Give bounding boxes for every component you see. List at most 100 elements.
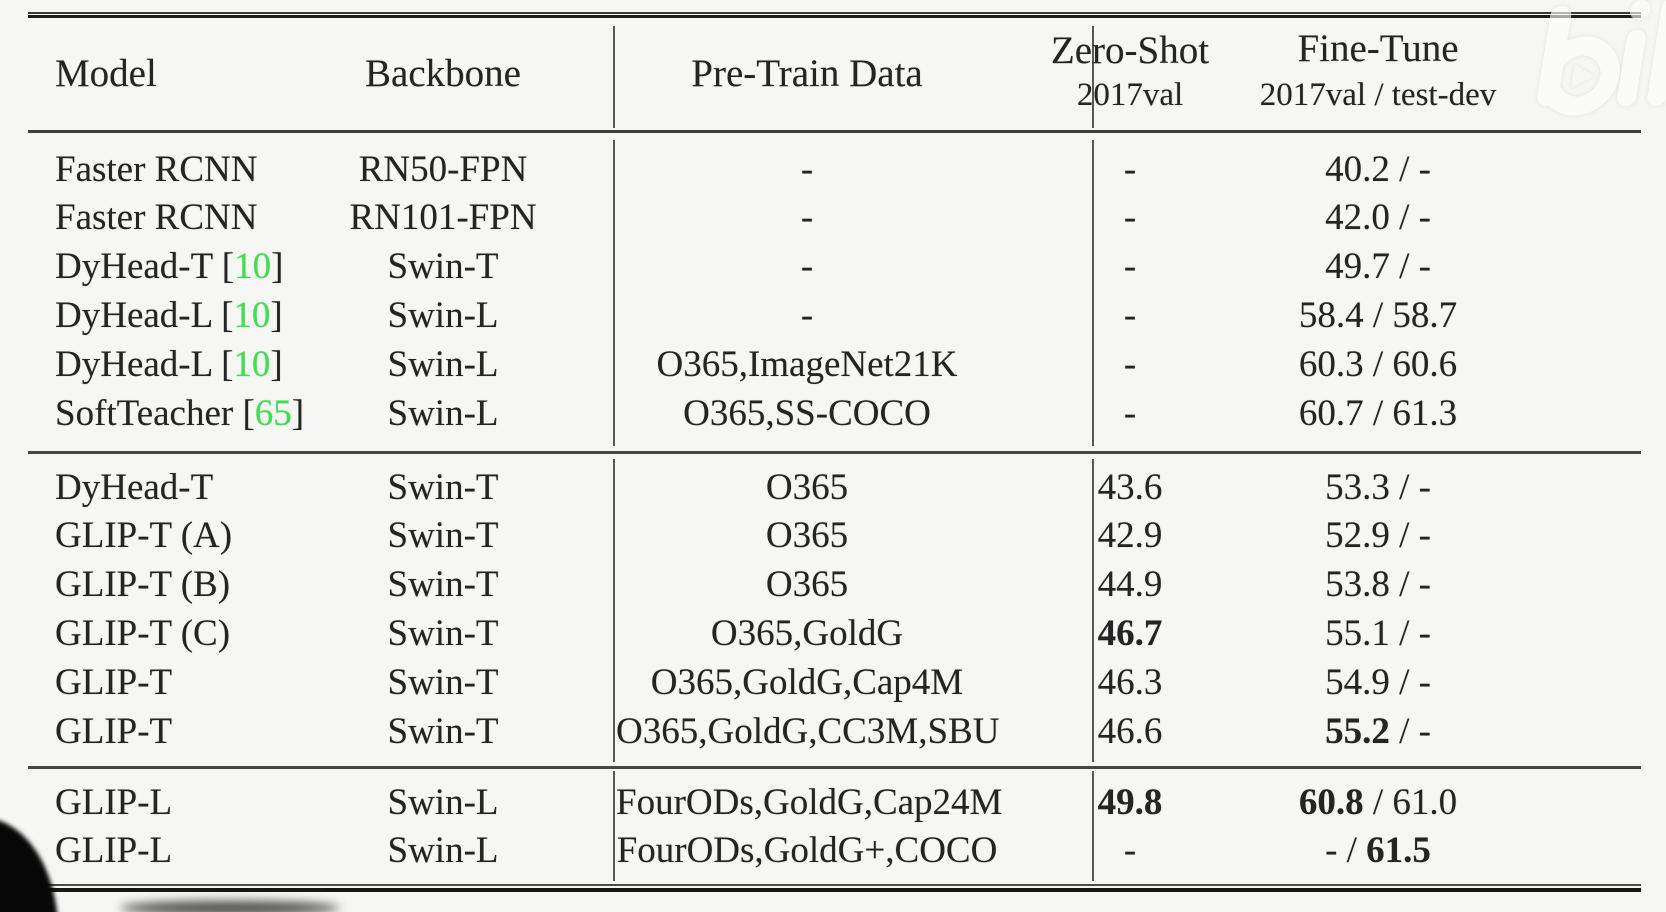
cell-ft: 60.8 / 61.0 xyxy=(1298,781,1458,823)
table-row: DyHead-L [10] Swin-L O365,ImageNet21K - 60.3… xyxy=(0,340,1666,389)
table-row: Faster RCNN RN50-FPN - - 40.2 / - xyxy=(0,145,1666,194)
cell-ft: 55.2 / - xyxy=(1325,710,1431,752)
cell-zs: 44.9 xyxy=(1097,564,1163,606)
header-fine-tune: Fine-Tune xyxy=(1297,27,1459,70)
table-row: DyHead-T [10] Swin-T - - 49.7 / - xyxy=(0,242,1666,291)
cell-backbone: Swin-T xyxy=(387,612,499,654)
cell-pretrain: FourODs,GoldG,Cap24M xyxy=(616,781,1003,823)
cell-ft: - / 61.5 xyxy=(1325,830,1431,872)
table-row: DyHead-T Swin-T O365 43.6 53.3 / - xyxy=(0,463,1666,512)
cell-backbone: Swin-T xyxy=(387,515,499,557)
cell-zs: - xyxy=(1123,148,1137,190)
table-row: GLIP-T Swin-T O365,GoldG,CC3M,SBU 46.6 55.2 … xyxy=(0,707,1666,756)
table-row: GLIP-L Swin-L FourODs,GoldG+,COCO - - / 61.5 xyxy=(0,826,1666,875)
citation-number: 10 xyxy=(233,343,271,385)
cell-ft: 55.1 / - xyxy=(1325,612,1431,654)
cell-pretrain: - xyxy=(800,197,814,239)
cell-zs: 49.8 xyxy=(1097,781,1163,823)
cell-zs: - xyxy=(1123,392,1137,434)
cell-model: GLIP-T (C) xyxy=(55,612,231,654)
cell-model: GLIP-T (A) xyxy=(55,515,233,557)
column-divider xyxy=(1092,26,1094,128)
cell-zs: 46.7 xyxy=(1097,612,1163,654)
cell-pretrain: O365 xyxy=(765,466,849,508)
column-divider xyxy=(613,459,615,762)
cell-backbone: Swin-L xyxy=(387,781,499,823)
header-zero-shot: Zero-Shot xyxy=(1050,29,1210,72)
column-divider xyxy=(1092,459,1094,762)
bilibili-watermark-icon xyxy=(1537,0,1666,116)
cell-ft: 58.4 / 58.7 xyxy=(1298,294,1458,336)
cell-zs: - xyxy=(1123,343,1137,385)
cell-backbone: RN101-FPN xyxy=(349,197,537,239)
cell-ft: 42.0 / - xyxy=(1325,197,1431,239)
header-backbone: Backbone xyxy=(365,52,521,95)
cell-model: DyHead-T [10] xyxy=(55,246,284,288)
cell-model: GLIP-L xyxy=(55,781,173,823)
cell-model: DyHead-L [10] xyxy=(55,343,283,385)
table-row: GLIP-T Swin-T O365,GoldG,Cap4M 46.3 54.9 / - xyxy=(0,658,1666,707)
cell-pretrain: O365 xyxy=(765,515,849,557)
cell-backbone: Swin-T xyxy=(387,246,499,288)
cell-pretrain: O365,GoldG,Cap4M xyxy=(650,661,964,703)
cell-model: GLIP-T xyxy=(55,710,173,752)
table-row: Faster RCNN RN101-FPN - - 42.0 / - xyxy=(0,193,1666,242)
header-pretrain-data: Pre-Train Data xyxy=(691,52,923,95)
table-row: GLIP-T (C) Swin-T O365,GoldG 46.7 55.1 / - xyxy=(0,609,1666,658)
cell-ft: 54.9 / - xyxy=(1325,661,1431,703)
cell-pretrain: O365,GoldG,CC3M,SBU xyxy=(616,710,1000,752)
cell-zs: 46.6 xyxy=(1097,710,1163,752)
cell-pretrain: O365,SS-COCO xyxy=(683,392,931,434)
cell-pretrain: FourODs,GoldG+,COCO xyxy=(616,830,998,872)
cell-ft: 60.7 / 61.3 xyxy=(1298,392,1458,434)
cell-backbone: Swin-T xyxy=(387,564,499,606)
table-row: GLIP-T (A) Swin-T O365 42.9 52.9 / - xyxy=(0,511,1666,560)
cell-backbone: Swin-T xyxy=(387,710,499,752)
cell-backbone: RN50-FPN xyxy=(358,148,528,190)
column-divider xyxy=(1092,771,1094,881)
silhouette-shadow xyxy=(120,901,340,912)
cell-model: DyHead-T xyxy=(55,466,214,508)
cell-ft: 60.3 / 60.6 xyxy=(1298,343,1458,385)
citation-number: 65 xyxy=(254,392,292,434)
cell-backbone: Swin-L xyxy=(387,294,499,336)
table-bottom-rule xyxy=(28,884,1641,892)
citation-number: 10 xyxy=(234,246,272,288)
column-divider xyxy=(613,26,615,128)
table-row: SoftTeacher [65] Swin-L O365,SS-COCO - 60.7 … xyxy=(0,389,1666,438)
section-divider-rule-1 xyxy=(28,451,1641,454)
table-top-rule xyxy=(28,12,1641,18)
cell-ft: 49.7 / - xyxy=(1325,246,1431,288)
column-divider xyxy=(1092,140,1094,446)
citation-number: 10 xyxy=(233,294,271,336)
section-divider-rule-2 xyxy=(28,766,1641,769)
cell-model: DyHead-L [10] xyxy=(55,294,283,336)
cell-pretrain: O365,ImageNet21K xyxy=(656,343,958,385)
cell-model: Faster RCNN xyxy=(55,197,258,239)
cell-model: Faster RCNN xyxy=(55,148,258,190)
cell-pretrain: - xyxy=(800,148,814,190)
cell-zs: - xyxy=(1123,246,1137,288)
cell-zs: - xyxy=(1123,197,1137,239)
header-fine-tune-sub: 2017val / test-dev xyxy=(1259,77,1497,113)
table-row: DyHead-L [10] Swin-L - - 58.4 / 58.7 xyxy=(0,291,1666,340)
column-divider xyxy=(613,771,615,881)
cell-model: SoftTeacher [65] xyxy=(55,392,305,434)
cell-backbone: Swin-L xyxy=(387,392,499,434)
cell-ft: 53.3 / - xyxy=(1325,466,1431,508)
cell-zs: 43.6 xyxy=(1097,466,1163,508)
cell-zs: - xyxy=(1123,294,1137,336)
cell-backbone: Swin-T xyxy=(387,466,499,508)
header-model: Model xyxy=(55,52,157,95)
cell-backbone: Swin-T xyxy=(387,661,499,703)
cell-backbone: Swin-L xyxy=(387,830,499,872)
cell-ft: 52.9 / - xyxy=(1325,515,1431,557)
table-row: GLIP-L Swin-L FourODs,GoldG,Cap24M 49.8 60.8… xyxy=(0,778,1666,827)
cell-model: GLIP-L xyxy=(55,830,173,872)
cell-pretrain: O365,GoldG xyxy=(710,612,904,654)
cell-backbone: Swin-L xyxy=(387,343,499,385)
cell-ft: 53.8 / - xyxy=(1325,564,1431,606)
header-zero-shot-sub: 2017val xyxy=(1076,77,1184,113)
cell-ft: 40.2 / - xyxy=(1325,148,1431,190)
